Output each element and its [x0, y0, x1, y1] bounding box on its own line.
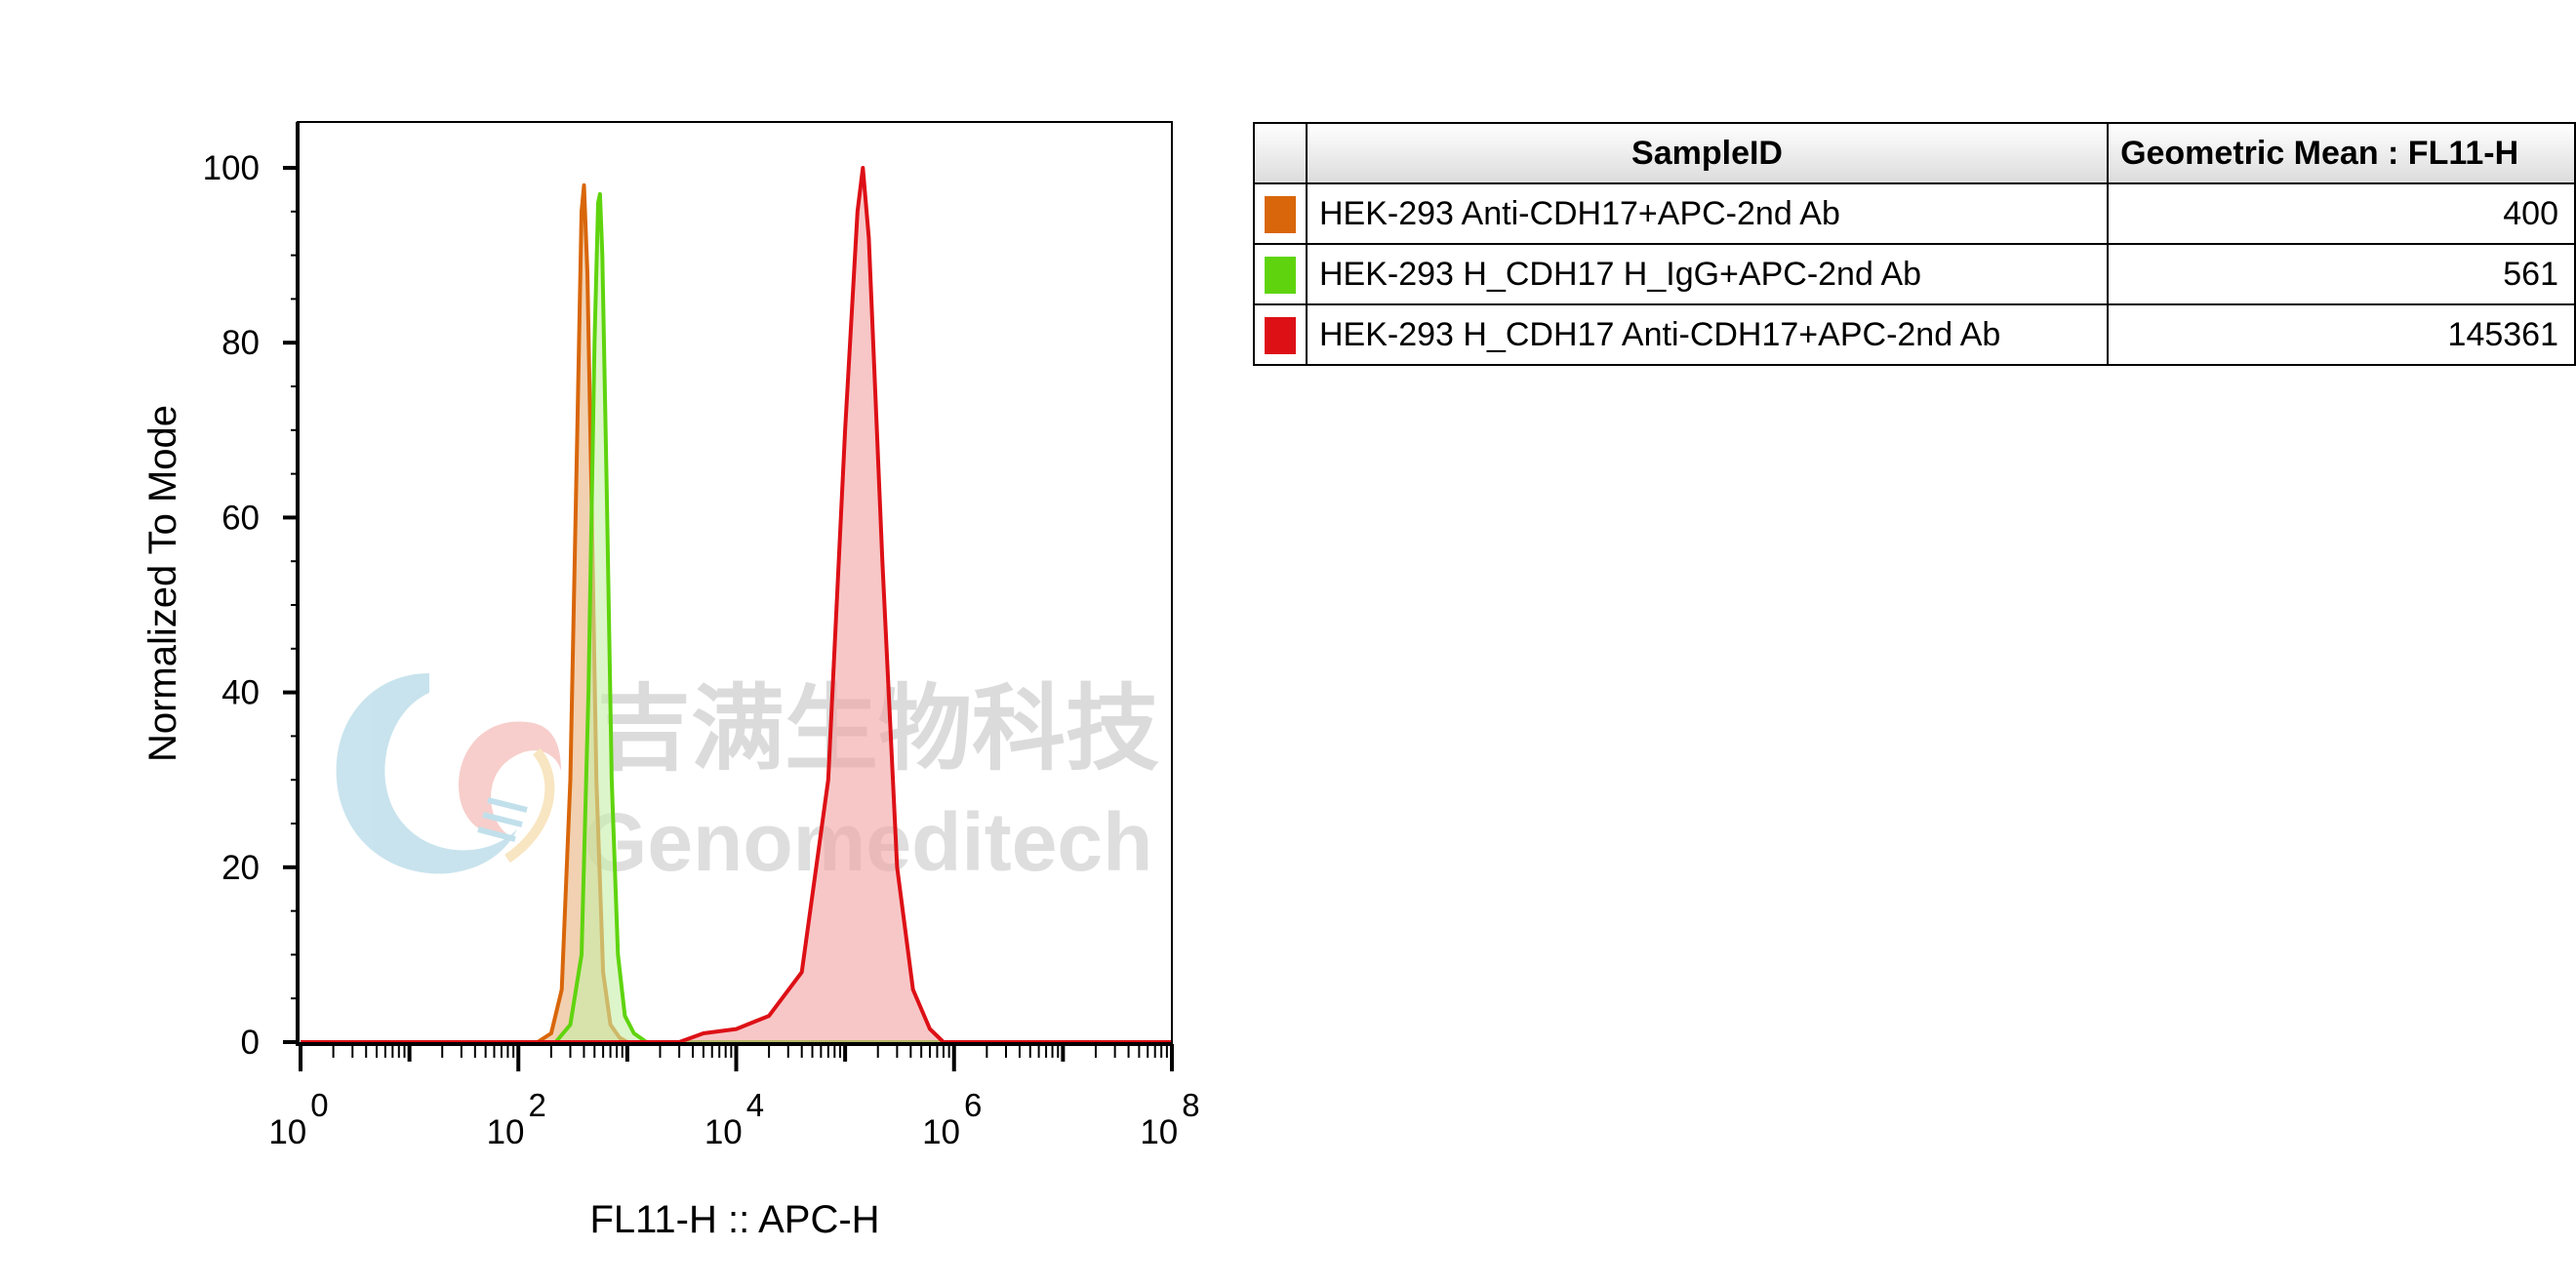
x-tick-label: 106 [922, 1087, 982, 1151]
legend-sample-name: HEK-293 H_CDH17 H_IgG+APC-2nd Ab [1305, 243, 2110, 305]
y-tick-label: 100 [203, 149, 260, 187]
legend-header-row: SampleID Geometric Mean : FL11-H [1253, 122, 2576, 184]
series-line-1 [301, 182, 1172, 1044]
series-layer [301, 166, 1172, 1044]
legend-swatch [1265, 317, 1296, 354]
y-axis-title: Normalized To Mode [141, 405, 184, 762]
x-axis-tick-labels: 100 102 104 106 108 [268, 1087, 1199, 1151]
legend-row: HEK-293 H_CDH17 H_IgG+APC-2nd Ab 561 [1253, 243, 2576, 305]
legend-header-sampleid: SampleID [1305, 122, 2110, 184]
legend-swatch [1265, 257, 1296, 294]
watermark-logo [336, 673, 561, 874]
y-axis-tick-labels: 0 20 40 60 80 100 [203, 149, 260, 1062]
legend-geomean-value: 400 [2107, 182, 2576, 245]
legend-sample-name: HEK-293 H_CDH17 Anti-CDH17+APC-2nd Ab [1305, 303, 2110, 366]
x-axis-title: FL11-H :: APC-H [589, 1198, 879, 1241]
legend-sample-name: HEK-293 Anti-CDH17+APC-2nd Ab [1305, 182, 2110, 245]
x-tick-label: 104 [704, 1087, 764, 1151]
series-area-3 [301, 168, 1172, 1042]
legend-row: HEK-293 H_CDH17 Anti-CDH17+APC-2nd Ab 14… [1253, 303, 2576, 366]
series-line-3 [301, 166, 1172, 1044]
legend-geomean-value: 561 [2107, 243, 2576, 305]
x-axis-ticks [299, 1044, 1174, 1071]
y-tick-label: 0 [241, 1024, 260, 1062]
legend-table: SampleID Geometric Mean : FL11-H HEK-293… [1253, 122, 2576, 366]
y-tick-label: 40 [221, 674, 260, 712]
y-axis-ticks [283, 166, 298, 1044]
legend-header-swatch [1253, 122, 1308, 184]
legend-row: HEK-293 Anti-CDH17+APC-2nd Ab 400 [1253, 182, 2576, 245]
plot-frame [297, 121, 1173, 1045]
y-tick-label: 20 [221, 849, 260, 887]
legend-header-geomean: Geometric Mean : FL11-H [2107, 122, 2576, 184]
legend-swatch [1265, 196, 1296, 233]
x-tick-label: 102 [487, 1087, 546, 1151]
y-tick-label: 80 [221, 324, 260, 362]
legend-geomean-value: 145361 [2107, 303, 2576, 366]
series-line-2 [301, 191, 1172, 1044]
series-area-1 [301, 184, 1172, 1042]
series-area-2 [301, 193, 1172, 1042]
x-tick-label: 100 [268, 1087, 328, 1151]
watermark: 吉满生物科技 Genomeditech [336, 673, 1159, 888]
x-tick-label: 108 [1140, 1087, 1199, 1151]
y-tick-label: 60 [221, 499, 260, 537]
